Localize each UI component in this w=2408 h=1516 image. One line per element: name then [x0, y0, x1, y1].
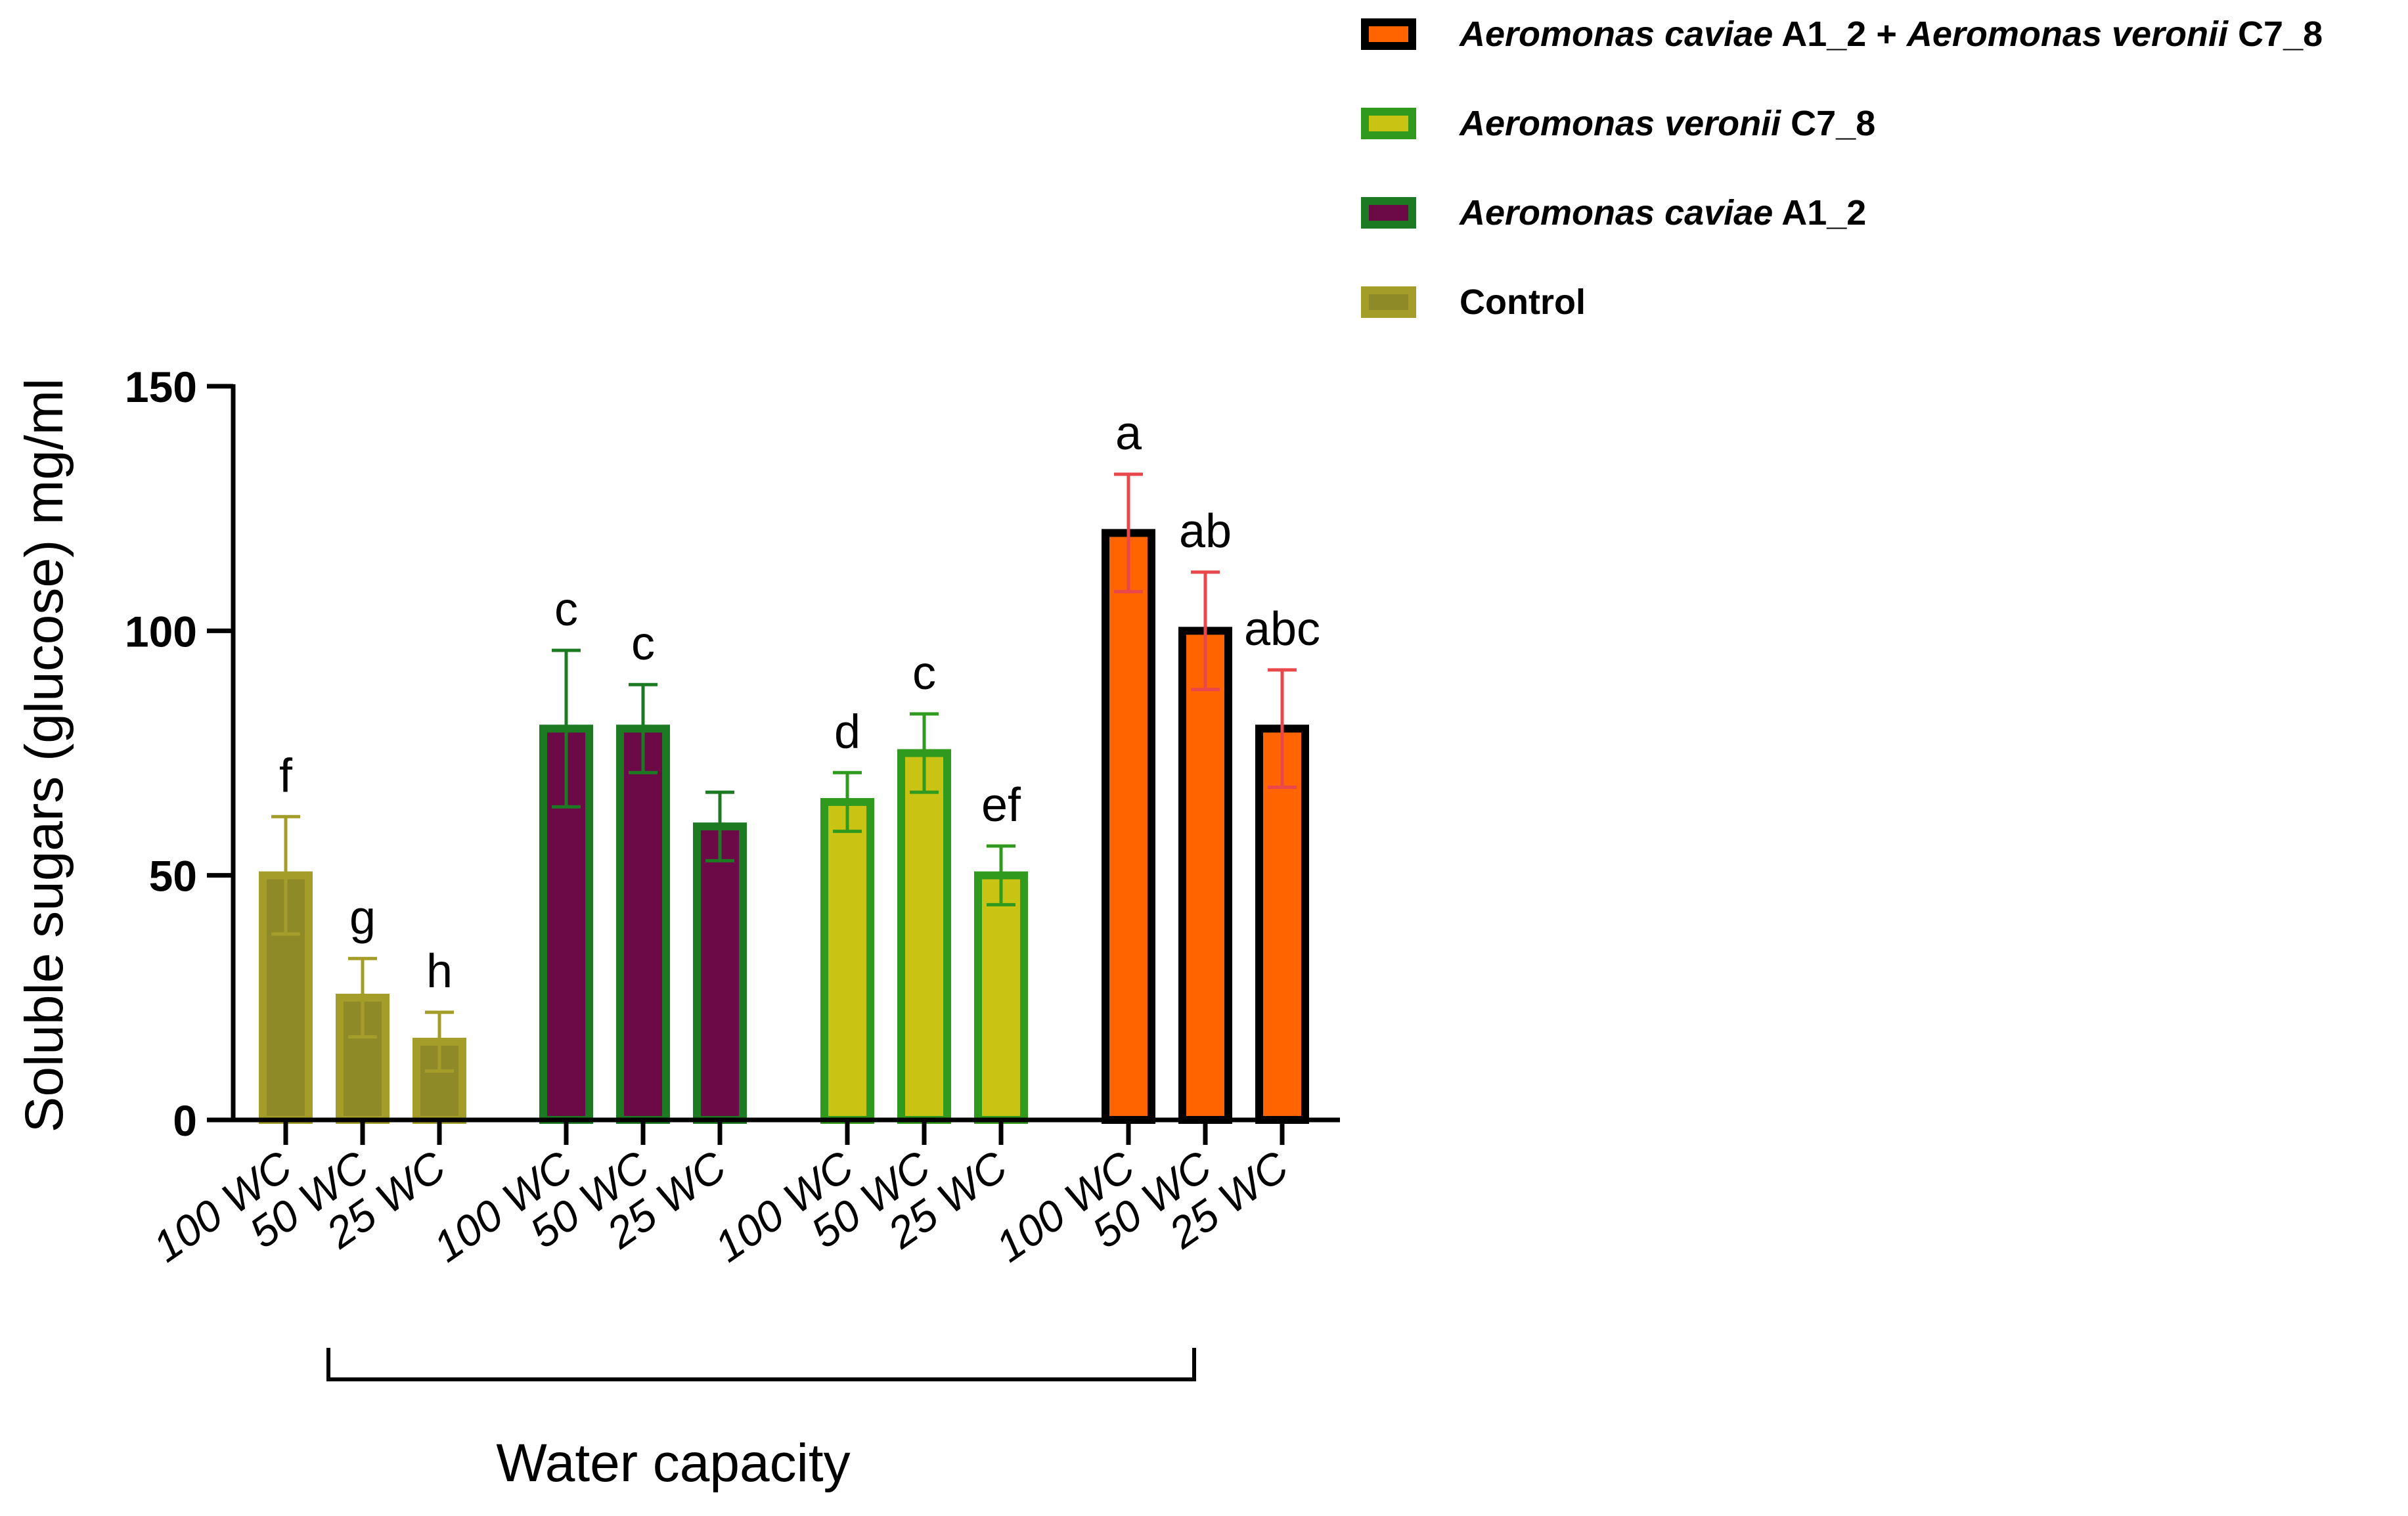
bar-2-1: [539, 725, 593, 1125]
error-bar-2-1: [552, 648, 581, 809]
bar-3-1: [820, 797, 874, 1124]
bar-2-2: [616, 725, 670, 1125]
significance-letter: ab: [1179, 505, 1232, 558]
error-bar-4-2: [1191, 570, 1220, 692]
significance-letter: c: [912, 647, 936, 700]
y-tick-label: 50: [149, 852, 197, 901]
y-tick-label: 150: [125, 363, 197, 411]
legend-label: Control: [1460, 282, 1586, 322]
error-bars-layer: [271, 472, 1297, 1073]
significance-letter: f: [279, 749, 293, 802]
y-axis-title: Soluble sugars (glucose) mg/ml: [14, 378, 74, 1132]
error-bar-1-1: [271, 814, 300, 936]
legend-swatch: [1361, 286, 1416, 318]
legend: Aeromonas caviae A1_2 + Aeromonas veroni…: [1361, 14, 2323, 322]
legend-label: Aeromonas caviae A1_2 + Aeromonas veroni…: [1458, 14, 2323, 54]
bar-2-3: [693, 822, 747, 1124]
bars-layer: [259, 529, 1309, 1125]
bar-3-2: [897, 749, 951, 1124]
bar-4-2: [1178, 627, 1232, 1124]
error-bar-2-3: [705, 790, 734, 862]
error-bar-1-3: [425, 1010, 454, 1073]
error-bar-3-1: [833, 770, 862, 834]
significance-letter: a: [1115, 407, 1142, 460]
y-tick-label: 100: [125, 607, 197, 656]
significance-letter: abc: [1244, 603, 1320, 656]
significance-letter: g: [349, 891, 376, 944]
error-bar-4-3: [1268, 668, 1297, 790]
legend-swatch: [1361, 18, 1416, 50]
x-group-bracket: [326, 1348, 1196, 1381]
legend-swatch: [1361, 108, 1416, 139]
legend-swatch: [1361, 197, 1416, 229]
y-ticks: 0 50 100 150: [125, 363, 233, 1145]
y-tick-label: 0: [173, 1096, 197, 1145]
significance-letter: c: [631, 617, 655, 670]
error-bar-4-1: [1114, 472, 1143, 594]
significance-letter: c: [554, 583, 578, 636]
legend-label: Aeromonas caviae A1_2: [1458, 193, 1866, 233]
bar-4-1: [1102, 529, 1155, 1124]
legend-label: Aeromonas veronii C7_8: [1458, 104, 1875, 143]
error-bar-3-3: [987, 844, 1015, 906]
error-bar-1-2: [348, 956, 377, 1038]
significance-letter: d: [834, 705, 860, 758]
significance-letter: h: [426, 945, 453, 998]
x-axis-title: Water capacity: [496, 1433, 850, 1493]
bar-3-3: [974, 871, 1028, 1124]
error-bar-2-2: [629, 682, 658, 774]
significance-letter: ef: [981, 779, 1021, 832]
error-bar-3-2: [910, 712, 939, 794]
